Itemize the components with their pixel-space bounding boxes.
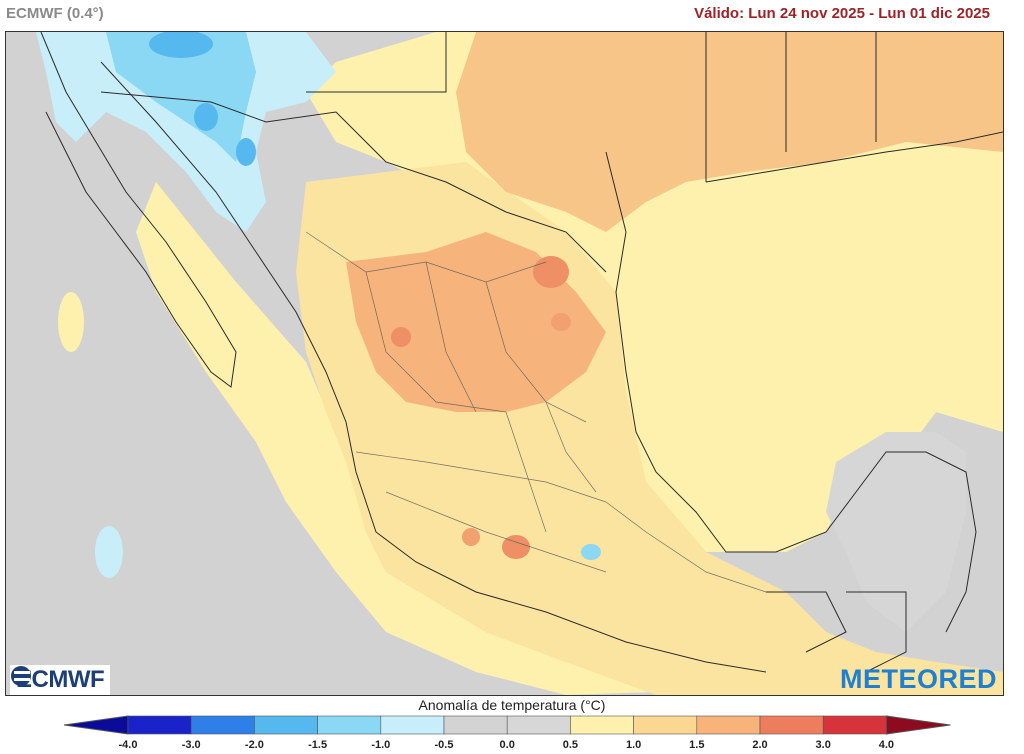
- legend-swatch: [506, 715, 571, 735]
- anomaly-hotspot-3: [502, 535, 530, 559]
- anomaly-region-gulf: [606, 132, 1003, 512]
- legend-tick-label: 3.0: [815, 739, 831, 751]
- legend-swatch: [190, 715, 255, 735]
- map-canvas: [6, 32, 1003, 695]
- legend-tick-label: 1.5: [689, 739, 705, 751]
- meteored-logo: METEORED: [839, 664, 997, 694]
- anomaly-cold-spot-1: [194, 103, 218, 131]
- legend-ticks: -4.0 -3.0 -2.0 -1.5 -1.0 -0.5 0.0 0.5 1.0 1.5 2.0 3…: [0, 739, 1024, 753]
- legend-tick-label: 0.0: [499, 739, 515, 751]
- legend-tick-label: -4.0: [118, 739, 138, 751]
- legend-swatch: [696, 715, 761, 735]
- legend-max-arrow: [885, 715, 951, 735]
- anomaly-hotspot-1: [533, 256, 569, 288]
- anomaly-map: ECMWF METEORED: [5, 31, 1004, 696]
- legend-swatch: [443, 715, 508, 735]
- anomaly-region-cold-core: [106, 32, 256, 162]
- legend-tick-label: -0.5: [434, 739, 454, 751]
- legend-colorbar: [63, 715, 951, 735]
- anomaly-hotspot-5: [551, 313, 571, 331]
- legend-tick-label: -1.5: [308, 739, 328, 751]
- legend-swatch: [317, 715, 382, 735]
- legend-tick-label: -2.0: [244, 739, 264, 751]
- model-label: ECMWF (0.4°): [6, 5, 104, 22]
- anomaly-cold-spot-2: [236, 138, 256, 166]
- boundaries: [40, 32, 1003, 673]
- legend-swatch: [633, 715, 698, 735]
- legend-swatch: [254, 715, 318, 735]
- legend-title: Anomalía de temperatura (°C): [418, 697, 606, 713]
- legend-swatch: [570, 715, 634, 735]
- anomaly-region-cold: [36, 32, 336, 232]
- legend-tick-label: 4.0: [878, 739, 895, 751]
- legend-tick-label: -3.0: [181, 739, 201, 751]
- anomaly-cold-spot-5: [581, 544, 601, 560]
- anomaly-region-small: [58, 292, 84, 352]
- legend-min-arrow: [63, 715, 129, 735]
- anomaly-cold-spot-3: [149, 32, 213, 58]
- ecmwf-logo-icon: [11, 666, 31, 686]
- anomaly-hotspot-4: [462, 528, 480, 546]
- legend-tick-label: -1.0: [371, 739, 391, 751]
- anomaly-cold-spot-4: [95, 526, 123, 578]
- ecmwf-logo-text: ECMWF: [16, 666, 105, 693]
- legend-tick-label: 0.5: [562, 739, 579, 751]
- yucatan-peninsula: [826, 432, 966, 632]
- legend-swatch: [127, 715, 192, 735]
- legend-swatch: [822, 715, 887, 735]
- legend-swatch: [380, 715, 445, 735]
- state-borders: [305, 231, 767, 593]
- anomaly-region-orange-north: [456, 32, 1003, 232]
- ecmwf-logo: ECMWF: [10, 665, 111, 695]
- anomaly-region-pacific: [136, 182, 656, 695]
- anomaly-hotspot-2: [391, 327, 411, 347]
- legend-swatch: [759, 715, 824, 735]
- legend-tick-label: 1.0: [625, 739, 642, 751]
- valid-period: Válido: Lun 24 nov 2025 - Lun 01 dic 202…: [694, 5, 990, 22]
- legend-tick-label: 2.0: [752, 739, 768, 751]
